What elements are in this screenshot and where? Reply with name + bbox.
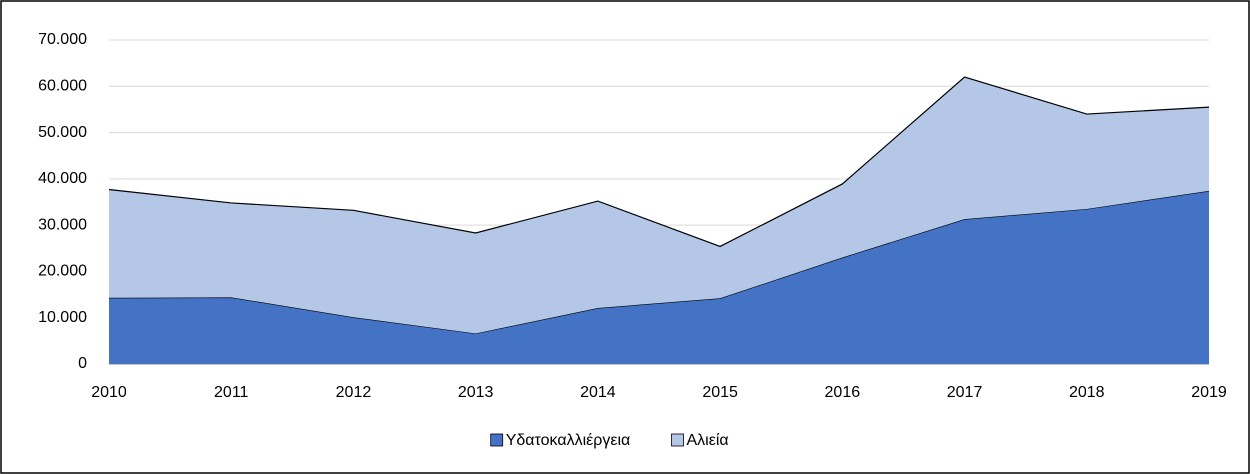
x-tick-label: 2011 [214,384,249,401]
y-tick-label: 20.000 [38,263,87,280]
x-tick-label: 2013 [458,384,494,401]
legend-label: Αλιεία [687,432,729,449]
x-tick-label: 2019 [1191,384,1227,401]
x-tick-label: 2015 [702,384,738,401]
x-tick-label: 2017 [947,384,983,401]
y-tick-label: 0 [78,355,87,372]
area-outline [108,76,1210,248]
y-tick-label: 30.000 [38,216,87,233]
y-tick-label: 10.000 [38,309,87,326]
y-tick-label: 40.000 [38,170,87,187]
x-tick-label: 2014 [580,384,616,401]
x-tick-label: 2012 [336,384,372,401]
legend-swatch [671,433,684,447]
x-tick-label: 2018 [1069,384,1105,401]
x-tick-label: 2016 [825,384,861,401]
area [109,190,1209,364]
area [109,77,1209,334]
legend-swatch [490,433,504,447]
y-tick-label: 70.000 [38,31,87,48]
legend-label: Υδατοκαλλιέργεια [506,432,631,449]
y-tick-label: 60.000 [38,78,87,95]
x-tick-label: 2010 [91,384,127,401]
y-tick-label: 50.000 [38,124,87,141]
